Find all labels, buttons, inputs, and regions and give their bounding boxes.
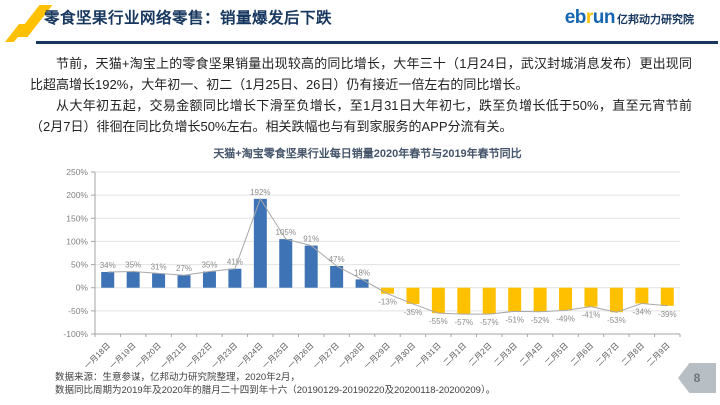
- x-axis-tick-label: 一月29日: [362, 341, 392, 371]
- bar-value-label: -57%: [480, 318, 499, 327]
- bar-value-label: 35%: [201, 261, 217, 270]
- y-axis-tick-label: 250%: [66, 167, 88, 177]
- header-divider: [36, 41, 718, 44]
- ebrun-logo: ebrun 亿邦动力研究院: [565, 7, 694, 29]
- bar: [279, 239, 293, 288]
- x-axis-tick-label: 二月2日: [467, 341, 493, 367]
- bar-value-label: -52%: [531, 316, 550, 325]
- bar: [482, 287, 496, 315]
- bar-value-label: 27%: [176, 264, 192, 273]
- bar: [202, 271, 216, 288]
- ebrun-logo-wordmark: ebrun: [564, 7, 616, 29]
- bar-value-label: -35%: [404, 308, 423, 317]
- bar: [177, 275, 191, 288]
- bar-value-label: -55%: [429, 317, 448, 326]
- x-axis-tick-label: 一月31日: [413, 341, 443, 371]
- bar: [126, 271, 140, 288]
- x-axis-tick-label: 二月8日: [620, 341, 646, 367]
- x-axis-tick-label: 一月28日: [337, 341, 367, 371]
- bar: [533, 287, 547, 312]
- y-axis-tick-label: 50%: [71, 260, 88, 270]
- bar: [381, 287, 394, 294]
- bar-value-label: -51%: [505, 315, 524, 324]
- chart: 天猫+淘宝零食坚果行业每日销量2020年春节与2019年春节同比 250% 200…: [40, 145, 695, 379]
- bar: [457, 287, 471, 315]
- logo-text-part: eb: [564, 7, 587, 28]
- chart-title: 天猫+淘宝零食坚果行业每日销量2020年春节与2019年春节同比: [213, 148, 522, 160]
- bar-value-label: 41%: [227, 258, 243, 267]
- bar-value-label: -34%: [633, 307, 652, 316]
- bar-value-label: -53%: [607, 316, 626, 325]
- x-axis-tick-label: 二月4日: [518, 341, 544, 367]
- x-axis-tick-label: 一月23日: [210, 341, 240, 371]
- bar-value-label: 35%: [125, 261, 141, 270]
- bar-value-label: -41%: [582, 311, 601, 320]
- bar: [660, 287, 674, 306]
- x-axis-tick-label: 二月1日: [442, 341, 468, 367]
- logo-text-part: un: [592, 7, 616, 28]
- y-axis-tick-label: -100%: [63, 329, 88, 339]
- bar: [635, 287, 649, 304]
- period-note: 数据同比周期为2019年及2020年的腊月二十四到年十六（20190129-20…: [55, 385, 496, 396]
- footnote: 数据来源：生意参谋，亿邦动力研究院整理，2020年2月， 数据同比周期为2019…: [55, 371, 495, 397]
- bar-value-label: 34%: [100, 261, 116, 270]
- x-axis-tick-label: 一月25日: [261, 341, 291, 371]
- bar-value-label: 47%: [329, 255, 345, 264]
- x-axis-tick-label: 二月5日: [543, 341, 569, 367]
- bar: [355, 279, 369, 288]
- x-axis-tick-label: 一月22日: [184, 341, 214, 371]
- x-axis-tick-label: 一月20日: [133, 341, 163, 371]
- bar-value-label: -57%: [454, 318, 473, 327]
- x-axis-tick-label: 一月27日: [311, 341, 341, 371]
- y-axis-tick-label: 100%: [66, 236, 88, 246]
- source-note: 数据来源：生意参谋，亿邦动力研究院整理，2020年2月，: [55, 372, 300, 383]
- bar: [253, 198, 267, 288]
- paragraph: 节前，天猫+淘宝上的零食坚果销量出现较高的同比增长，大年三十（1月24日，武汉封…: [30, 56, 692, 92]
- y-axis-tick-label: 0%: [76, 283, 89, 293]
- page-number: 8: [693, 371, 701, 385]
- bar: [228, 268, 242, 288]
- bar: [152, 273, 166, 288]
- bar-value-label: 18%: [354, 268, 370, 277]
- paragraph: 从大年初五起，交易金额同比增长下滑至负增长，至1月31日大年初七，跌至负增长低于…: [30, 98, 692, 134]
- x-axis-tick-label: 一月24日: [235, 341, 265, 371]
- logo-text-part: r: [585, 7, 593, 28]
- x-axis-tick-label: 一月21日: [159, 341, 189, 371]
- bar: [508, 287, 522, 312]
- page-title: 零食坚果行业网络零售：销量爆发后下跌: [44, 10, 333, 27]
- bar: [304, 245, 318, 288]
- bar: [609, 287, 623, 313]
- x-axis-tick-label: 一月30日: [388, 341, 418, 371]
- bar: [330, 265, 344, 288]
- x-axis-tick-label: 一月26日: [286, 341, 316, 371]
- x-axis-tick-label: 二月3日: [493, 341, 519, 367]
- x-axis-tick-label: 二月9日: [645, 341, 671, 367]
- bar-value-label: -39%: [658, 310, 677, 319]
- x-axis-tick-label: 二月7日: [594, 341, 620, 367]
- x-axis-tick-label: 一月18日: [82, 341, 112, 371]
- bar: [101, 271, 115, 288]
- bar-value-label: 31%: [151, 262, 167, 271]
- bar: [406, 287, 420, 304]
- body-text: 节前，天猫+淘宝上的零食坚果销量出现较高的同比增长，大年三十（1月24日，武汉封…: [30, 53, 692, 137]
- x-axis-tick-label: 一月19日: [108, 341, 138, 371]
- bar-value-label: 91%: [303, 235, 319, 244]
- bar-chart: 250% 200% 150% 100% 50% 0% -50% -100% 34% 35% 31% 2…: [63, 167, 681, 371]
- bar-value-label: 105%: [276, 228, 296, 237]
- trend-line: [107, 197, 668, 315]
- ebrun-logo-suffix: 亿邦动力研究院: [617, 14, 694, 26]
- y-axis-tick-label: 150%: [66, 213, 88, 223]
- bar-value-label: 192%: [250, 188, 270, 197]
- bar: [559, 287, 573, 311]
- bar: [431, 287, 445, 314]
- bar-value-label: -13%: [378, 298, 397, 307]
- y-axis-tick-label: -50%: [68, 306, 88, 316]
- y-axis-tick-label: 200%: [66, 190, 88, 200]
- bar: [584, 287, 598, 307]
- bar-value-label: -49%: [556, 314, 575, 323]
- x-axis-tick-label: 二月6日: [569, 341, 595, 367]
